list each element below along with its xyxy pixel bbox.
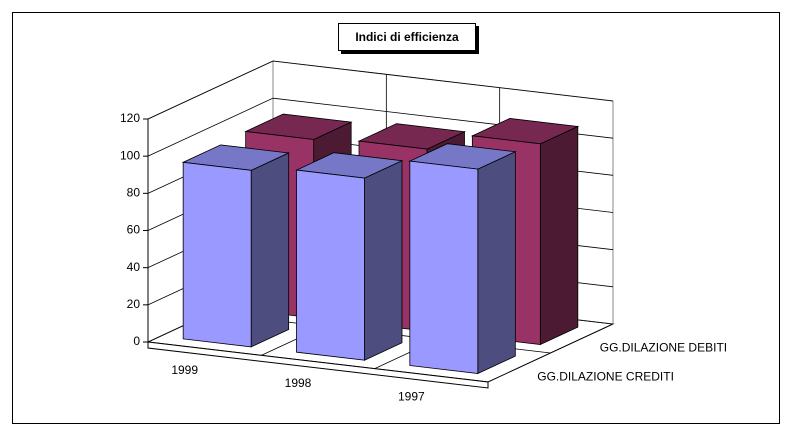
bar-side xyxy=(477,151,516,375)
x-tick-label: 1998 xyxy=(285,376,312,390)
bar-side xyxy=(364,160,403,361)
bar-front xyxy=(409,160,479,374)
y-tick-label: 120 xyxy=(120,111,140,125)
y-tick-label: 20 xyxy=(127,297,141,311)
y-tick-label: 60 xyxy=(127,223,141,237)
y-tick-label: 80 xyxy=(127,186,141,200)
bar-front xyxy=(296,169,365,361)
y-tick-label: 0 xyxy=(133,334,140,348)
y-tick-label: 100 xyxy=(120,148,140,162)
chart-title: Indici di efficienza xyxy=(338,23,476,51)
series-label: GG.DILAZIONE DEBITI xyxy=(600,341,727,355)
series-label: GG.DILAZIONE CREDITI xyxy=(537,370,674,384)
grid-line xyxy=(147,60,614,120)
bar-side xyxy=(539,125,579,346)
bar-front xyxy=(182,161,252,348)
x-tick-label: 1997 xyxy=(398,390,425,404)
x-tick-label: 1999 xyxy=(171,363,198,377)
bar-side xyxy=(250,152,290,348)
y-tick-label: 40 xyxy=(127,260,141,274)
